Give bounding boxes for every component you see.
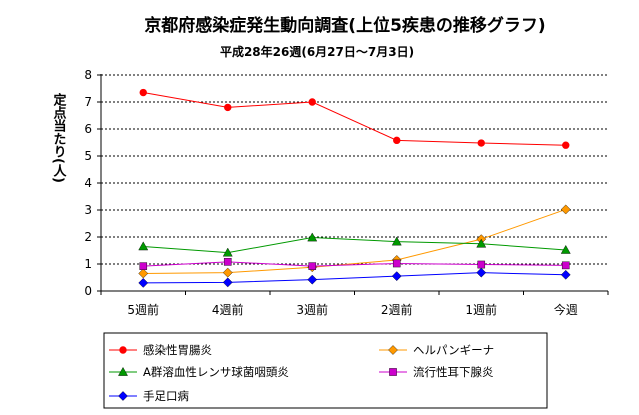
data-point [307, 274, 318, 285]
data-point [307, 232, 318, 242]
y-tick-label: 7 [84, 95, 92, 109]
data-point [561, 261, 570, 270]
data-point [138, 278, 149, 288]
y-tick-label: 4 [84, 176, 92, 190]
data-point [138, 268, 149, 279]
chart-subtitle: 平成28年26週(6月27日〜7月3日) [220, 44, 414, 59]
series-line [143, 261, 566, 267]
x-tick-label: 4週前 [212, 302, 244, 317]
legend-marker [119, 346, 127, 354]
y-tick-label: 5 [84, 149, 92, 163]
data-point [138, 241, 149, 251]
legend-marker [388, 345, 398, 355]
data-point [476, 267, 487, 278]
data-point [222, 247, 233, 257]
series-2 [138, 204, 571, 279]
legend-item: 流行性耳下腺炎 [379, 365, 494, 379]
legend-box [103, 332, 548, 409]
plot-area: 0 1 2 3 4 5 6 7 8 5週前 4週前 3週前 2週前 1週前 今週 [84, 68, 609, 317]
legend-marker [389, 368, 397, 376]
data-point [222, 267, 233, 278]
data-point [560, 244, 571, 254]
data-point [308, 98, 316, 106]
data-point [223, 258, 232, 266]
data-point [560, 204, 571, 215]
x-tick-label: 5週前 [127, 302, 159, 317]
y-tick-label: 8 [84, 68, 92, 82]
data-point [224, 103, 232, 112]
y-axis-label: 定点当たり(人) [51, 92, 68, 182]
legend-item: 手足口病 [109, 389, 189, 403]
legend-label: A群溶血性レンサ球菌咽頭炎 [143, 365, 289, 379]
data-point [308, 262, 317, 270]
series-4 [139, 258, 570, 270]
series-line [143, 237, 566, 254]
x-tick-label: 2週前 [381, 302, 413, 317]
data-point [477, 260, 486, 269]
data-point [222, 277, 233, 288]
y-tick-label: 3 [84, 203, 92, 217]
y-tick-label: 2 [84, 230, 92, 244]
series-5 [138, 267, 571, 288]
data-point [391, 236, 402, 246]
data-point [391, 271, 402, 282]
data-point [560, 269, 571, 280]
legend-item: ヘルパンギーナ [379, 343, 494, 357]
series-line [143, 272, 566, 284]
x-tick-label: 3週前 [296, 302, 328, 317]
data-point [393, 136, 401, 145]
series-line [143, 208, 566, 274]
data-point [477, 139, 485, 147]
data-point [139, 88, 147, 97]
legend-marker [118, 391, 128, 401]
chart-title: 京都府感染症発生動向調査(上位5疾患の推移グラフ) [144, 15, 545, 36]
series-3 [138, 232, 571, 257]
legend-marker [118, 366, 128, 376]
legend-label: 手足口病 [143, 389, 189, 403]
series-1 [139, 88, 570, 149]
legend-item: 感染性胃腸炎 [109, 343, 212, 357]
legend-item: A群溶血性レンサ球菌咽頭炎 [109, 365, 289, 379]
data-point [392, 259, 401, 268]
legend-label: 感染性胃腸炎 [143, 343, 212, 357]
y-tick-label: 1 [84, 257, 92, 271]
y-tick-label: 6 [84, 122, 92, 136]
series-line [143, 92, 566, 146]
data-point [476, 238, 487, 248]
legend-label: ヘルパンギーナ [413, 343, 494, 357]
x-tick-label: 1週前 [465, 302, 497, 317]
legend-label: 流行性耳下腺炎 [413, 365, 494, 379]
x-tick-label: 今週 [554, 302, 578, 317]
y-tick-label: 0 [84, 284, 92, 298]
data-point [562, 141, 570, 149]
data-point [139, 262, 148, 270]
